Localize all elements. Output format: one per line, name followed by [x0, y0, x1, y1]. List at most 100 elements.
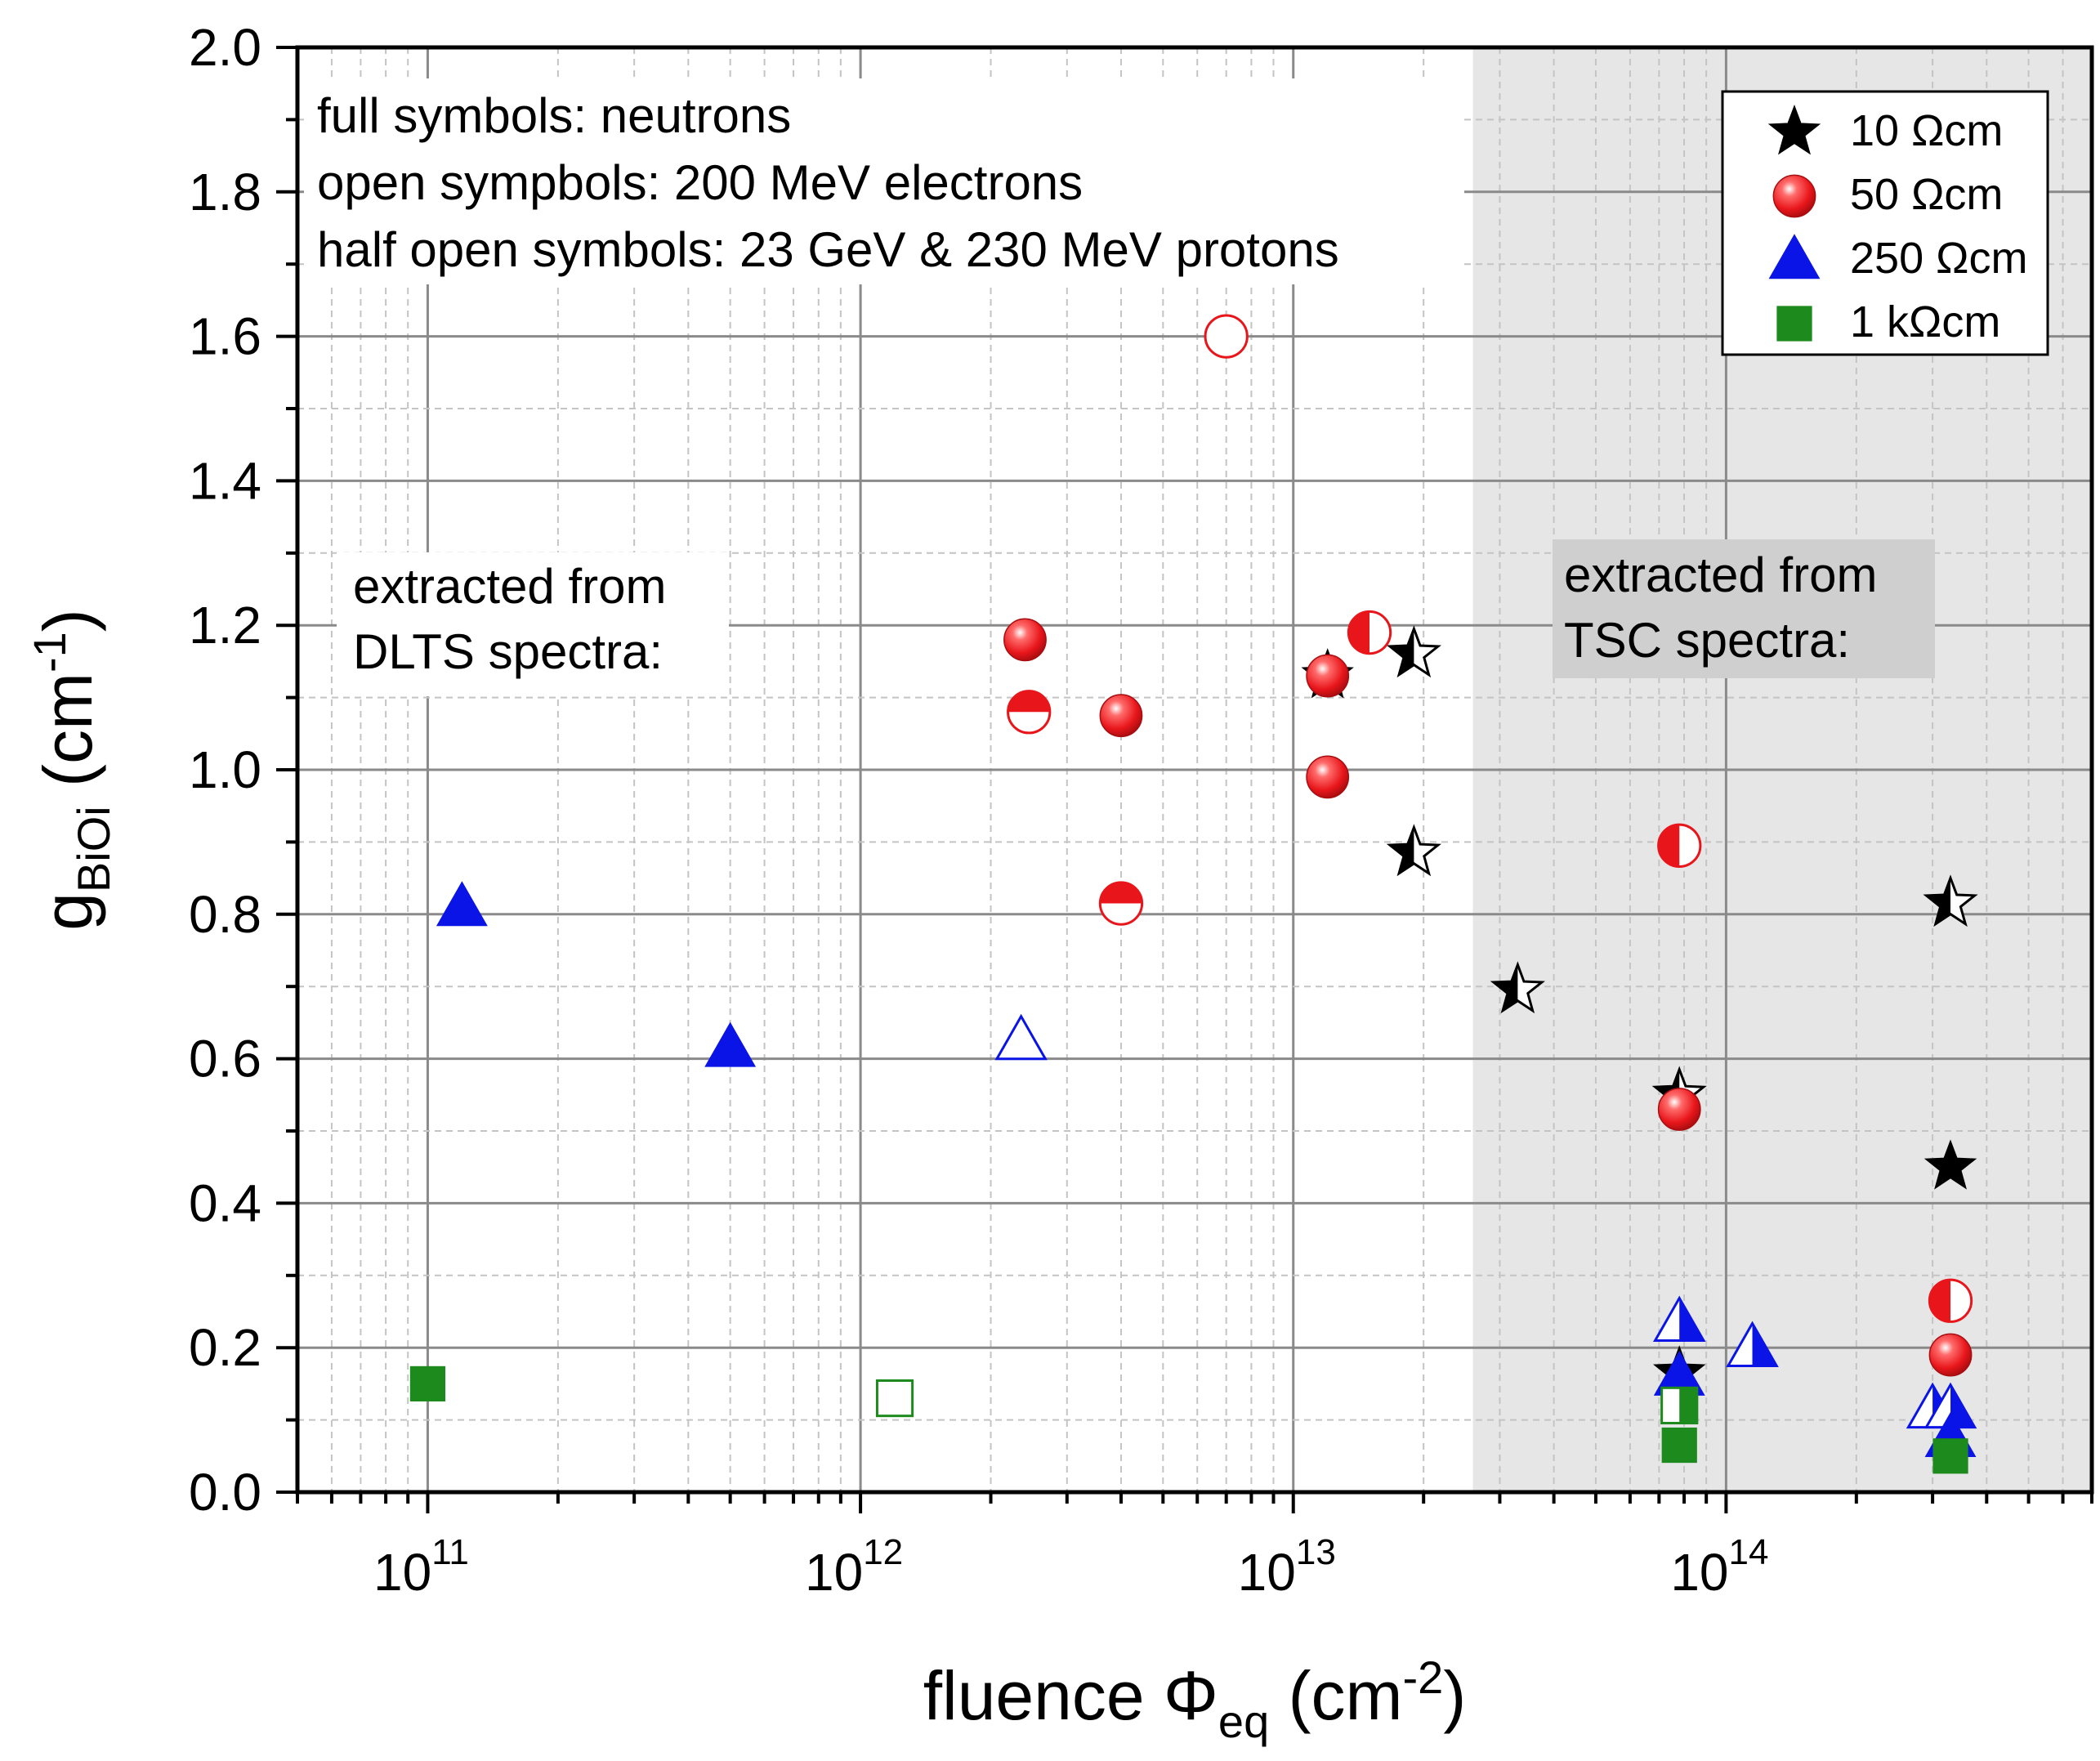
point-50-ohmcm — [1928, 1333, 1973, 1377]
circle-marker-open — [1204, 314, 1249, 359]
x-tick-label-exponent: 11 — [431, 1532, 469, 1572]
point-50-ohmcm — [1347, 610, 1392, 655]
triangle-marker-open — [994, 1013, 1048, 1061]
symbols-note-box — [304, 78, 1464, 284]
square-marker — [1776, 306, 1812, 342]
x-tick-label: 1012 — [805, 1532, 903, 1602]
legend-box — [1721, 90, 2049, 356]
x-tick-label-exponent: 13 — [1296, 1532, 1336, 1572]
star-marker-half-fill — [1926, 878, 1951, 924]
y-tick-label: 0.0 — [189, 1463, 261, 1522]
point-10-ohmcm — [1923, 874, 1978, 927]
legend-marker-250-ohmcm — [1768, 234, 1821, 279]
y-tick-label: 1.2 — [189, 596, 261, 655]
circle-marker-half-fill — [1008, 691, 1050, 713]
tsc-annotation: extracted from TSC spectra: — [1553, 539, 1935, 678]
x-tick-label-exponent: 12 — [863, 1532, 903, 1572]
square-marker — [409, 1365, 446, 1401]
data-points — [409, 314, 1978, 1474]
x-axis-title-sup: -2 — [1403, 1651, 1444, 1703]
x-tick-label: 1013 — [1238, 1532, 1336, 1602]
point-50-ohmcm — [1007, 690, 1052, 735]
point-50-ohmcm — [1099, 694, 1143, 738]
point-50-ohmcm — [1306, 755, 1350, 799]
legend-label-50-ohmcm: 50 Ωcm — [1850, 170, 2003, 219]
legend-marker-10-ohmcm — [1767, 105, 1821, 155]
legend-symbol-250-ohmcm — [1768, 234, 1821, 279]
square-marker-open — [875, 1379, 914, 1418]
star-marker-half-fill — [1493, 964, 1518, 1011]
tsc-annotation-line-1: extracted from — [1564, 548, 1877, 602]
point-50-ohmcm — [1928, 1278, 1973, 1323]
circle-marker — [1306, 654, 1350, 698]
point-1-kohmcm — [1661, 1427, 1697, 1464]
circle-marker-half-fill — [1100, 882, 1142, 904]
point-50-ohmcm — [1657, 823, 1702, 868]
x-axis-title: fluence Φeq (cm-2) — [923, 1651, 1467, 1747]
point-10-ohmcm — [1924, 1139, 1977, 1190]
dlts-annotation-box — [337, 552, 729, 696]
dlts-annotation-line-2: DLTS spectra: — [353, 624, 663, 679]
symbols-note-line-1: full symbols: neutrons — [317, 88, 791, 143]
star-marker-half-fill — [1389, 827, 1414, 874]
dlts-annotation: extracted from DLTS spectra: — [337, 552, 729, 696]
triangle-marker-half-fill — [1950, 1384, 1975, 1428]
legend-label-10-ohmcm: 10 Ωcm — [1850, 106, 2003, 155]
point-250-ohmcm — [994, 1013, 1048, 1061]
y-tick-label: 1.0 — [189, 740, 261, 799]
y-tick-label: 0.6 — [189, 1030, 261, 1088]
y-axis-title-sup: -1 — [24, 632, 75, 673]
axis-ticks — [276, 46, 2093, 1513]
legend-symbol-1-kohmcm — [1776, 306, 1812, 342]
symbols-note-line-3: half open symbols: 23 GeV & 230 MeV prot… — [317, 222, 1339, 277]
x-tick-label: 1011 — [373, 1532, 469, 1602]
y-axis-title-sub: BiOi — [68, 806, 119, 892]
x-axis-title-close: ) — [1443, 1657, 1466, 1734]
y-tick-label: 0.8 — [189, 885, 261, 944]
x-tick-label: 1014 — [1670, 1532, 1768, 1602]
legend-label-250-ohmcm: 250 Ωcm — [1850, 234, 2027, 283]
legend-symbol-50-ohmcm — [1772, 174, 1816, 218]
square-marker — [1661, 1427, 1697, 1464]
x-tick-label-base: 10 — [373, 1543, 431, 1602]
legend: 10 Ωcm 50 Ωcm 250 Ωcm 1 kΩcm — [1721, 90, 2049, 356]
point-1-kohmcm — [1660, 1386, 1699, 1425]
y-tick-label: 1.8 — [189, 163, 261, 221]
x-axis-title-unit: (cm — [1269, 1657, 1402, 1734]
point-250-ohmcm — [436, 881, 488, 927]
x-axis-title-main: fluence Φ — [923, 1657, 1218, 1734]
star-marker — [1924, 1139, 1977, 1190]
x-tick-label-exponent: 14 — [1729, 1532, 1769, 1572]
circle-marker-half-fill — [1658, 825, 1680, 867]
symbols-note-line-2: open sympbols: 200 MeV electrons — [317, 155, 1083, 210]
point-10-ohmcm — [1386, 824, 1441, 877]
symbols-note: full symbols: neutrons open sympbols: 20… — [304, 78, 1464, 284]
circle-marker-half-fill — [1348, 611, 1370, 654]
y-axis-title-close: ) — [29, 609, 106, 632]
triangle-marker — [436, 881, 488, 927]
y-tick-label: 1.4 — [189, 451, 261, 510]
legend-marker-50-ohmcm — [1772, 174, 1816, 218]
x-tick-label-base: 10 — [1670, 1543, 1728, 1602]
point-50-ohmcm — [1003, 618, 1047, 662]
star-marker-half-fill — [1389, 628, 1414, 675]
triangle-marker — [1768, 234, 1821, 279]
point-1-kohmcm — [1932, 1438, 1968, 1474]
square-marker — [1932, 1438, 1968, 1474]
point-50-ohmcm — [1657, 1088, 1701, 1131]
x-axis-title-sub: eq — [1218, 1696, 1269, 1747]
legend-label-1-kohmcm: 1 kΩcm — [1850, 297, 2000, 346]
point-50-ohmcm — [1098, 881, 1144, 926]
grid — [297, 47, 2092, 1492]
point-250-ohmcm — [1652, 1295, 1706, 1343]
circle-marker-half-fill — [1929, 1280, 1951, 1322]
point-50-ohmcm — [1306, 654, 1350, 698]
tsc-annotation-box — [1553, 539, 1935, 678]
dlts-annotation-line-1: extracted from — [353, 559, 666, 614]
circle-marker — [1657, 1088, 1701, 1131]
point-10-ohmcm — [1490, 961, 1545, 1014]
point-10-ohmcm — [1386, 625, 1441, 678]
y-tick-label: 0.4 — [189, 1173, 261, 1232]
